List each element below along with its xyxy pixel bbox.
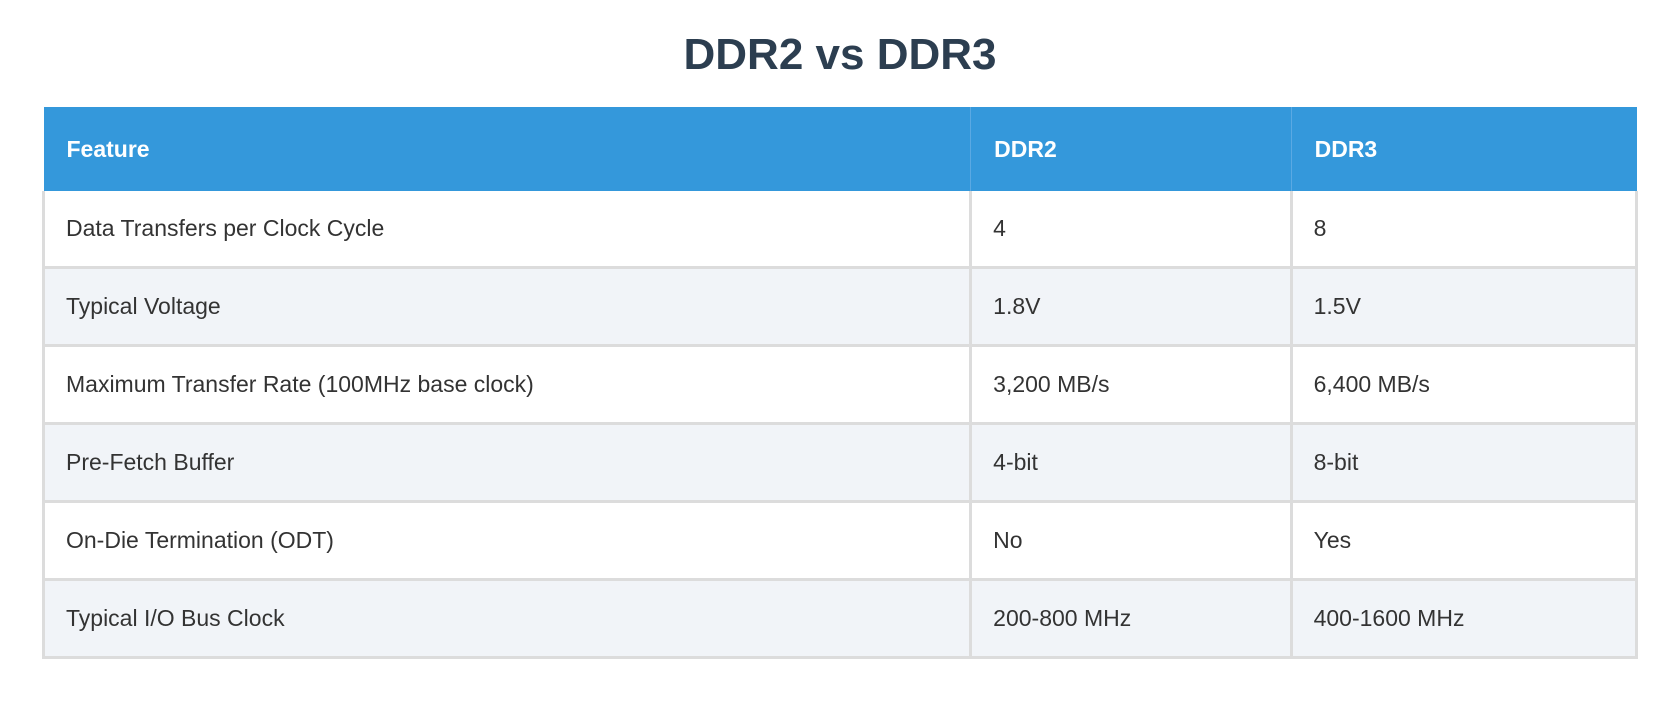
ddr3-cell: 8-bit	[1289, 423, 1639, 503]
ddr3-cell: 8	[1289, 191, 1639, 269]
ddr2-cell: No	[969, 501, 1293, 581]
ddr3-cell: 6,400 MB/s	[1289, 345, 1639, 425]
table-row: Typical I/O Bus Clock 200-800 MHz 400-1600…	[41, 579, 1639, 659]
ddr3-cell: 1.5V	[1289, 267, 1639, 347]
table-row: Data Transfers per Clock Cycle 4 8	[41, 191, 1639, 269]
page-title: DDR2 vs DDR3	[683, 30, 997, 79]
table-header-row: Feature DDR2 DDR3	[43, 107, 1637, 191]
ddr2-cell: 4	[969, 191, 1293, 269]
header-feature: Feature	[43, 107, 972, 191]
ddr2-cell: 200-800 MHz	[969, 579, 1293, 659]
ddr2-cell: 1.8V	[969, 267, 1293, 347]
table-row: Pre-Fetch Buffer 4-bit 8-bit	[41, 423, 1639, 503]
feature-cell: Maximum Transfer Rate (100MHz base clock…	[41, 345, 973, 425]
table-row: Maximum Transfer Rate (100MHz base clock…	[41, 345, 1639, 425]
feature-cell: Data Transfers per Clock Cycle	[41, 191, 973, 269]
comparison-table: Feature DDR2 DDR3 Data Transfers per Clo…	[41, 107, 1639, 659]
table-row: Typical Voltage 1.8V 1.5V	[41, 267, 1639, 347]
ddr3-cell: 400-1600 MHz	[1289, 579, 1639, 659]
feature-cell: Typical Voltage	[41, 267, 973, 347]
feature-cell: Pre-Fetch Buffer	[41, 423, 973, 503]
header-ddr3: DDR3	[1291, 107, 1637, 191]
ddr3-cell: Yes	[1289, 501, 1639, 581]
feature-cell: On-Die Termination (ODT)	[41, 501, 973, 581]
table-row: On-Die Termination (ODT) No Yes	[41, 501, 1639, 581]
ddr2-cell: 4-bit	[969, 423, 1293, 503]
feature-cell: Typical I/O Bus Clock	[41, 579, 973, 659]
ddr2-cell: 3,200 MB/s	[969, 345, 1293, 425]
header-ddr2: DDR2	[970, 107, 1292, 191]
